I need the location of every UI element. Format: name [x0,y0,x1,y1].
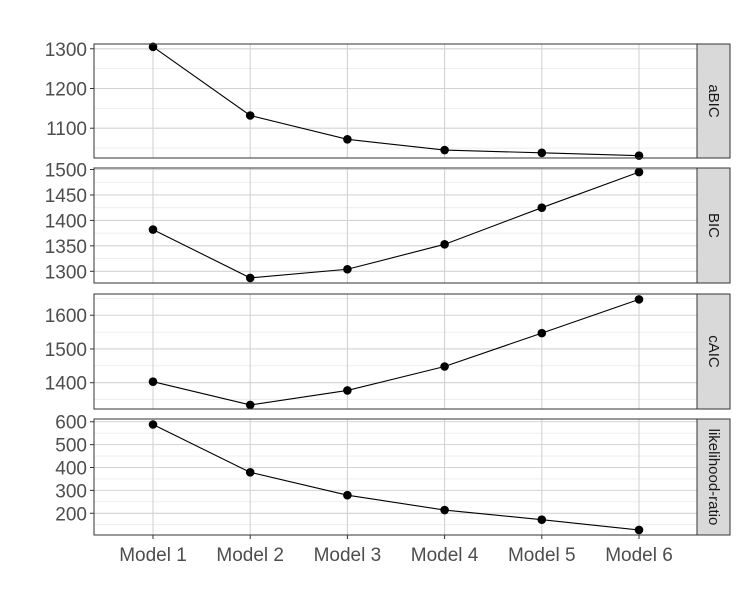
series-line-aBIC [152,46,640,157]
x-tick-label: Model 3 [314,545,382,566]
panel-background [94,419,697,535]
panel-background [94,294,697,409]
y-tick-label: 600 [55,413,87,434]
y-tick-label: 1300 [45,40,87,61]
y-tick-label: 1600 [45,306,87,327]
x-tick-label: Model 4 [411,545,479,566]
series-line-likelihood-ratio [152,423,640,531]
data-point [634,167,644,177]
x-tick-label: Model 1 [119,545,187,566]
x-tick-label: Model 2 [216,545,284,566]
data-point [343,386,352,395]
x-tick-label: Model 6 [605,545,673,566]
series-line-BIC [152,171,640,279]
facet-strip [696,418,731,536]
y-tick-label: 1400 [45,374,87,395]
panel-background [94,44,697,158]
data-point [245,400,255,410]
y-tick-label: 1200 [45,79,87,100]
facet-strip [696,167,731,284]
data-point [148,42,158,52]
y-tick-label: 1350 [45,237,87,258]
data-point [537,328,547,338]
facet-strip-label: likelihood-ratio [705,429,722,526]
data-point [148,420,158,429]
data-point [343,135,352,144]
data-point [634,151,644,160]
y-tick-label: 1450 [45,186,87,207]
data-point [343,490,352,500]
series-line-cAIC [152,298,640,406]
data-point [440,145,449,155]
y-tick-label: 1400 [45,211,87,232]
data-point [440,240,449,249]
x-tick-label: Model 5 [508,545,576,566]
y-tick-label: 500 [55,436,87,457]
data-point [343,264,352,274]
data-point [148,225,158,234]
y-tick-label: 1500 [45,340,87,361]
data-point [537,203,547,212]
y-tick-label: 400 [55,459,87,480]
panel-aBIC: 1100 1200 1300 aBIC [45,40,731,160]
data-point [634,525,644,535]
data-point [440,505,449,515]
facet-strip-label: aBIC [705,84,722,118]
facet-strip [696,293,731,410]
panel-background [94,168,697,283]
data-point [634,295,644,304]
data-point [537,148,547,158]
y-tick-label: 1500 [45,161,87,182]
data-point [245,273,255,283]
data-point [245,111,255,120]
data-point [440,362,449,371]
y-tick-label: 1300 [45,262,87,283]
facet-strip [696,43,731,159]
y-tick-label: 1100 [46,119,87,140]
facet-strip-label: BIC [705,213,722,238]
data-point [537,515,547,524]
y-tick-label: 300 [55,481,87,502]
data-point [245,468,255,477]
facet-strip-label: cAIC [705,335,722,368]
panel-BIC: 1300 1350 1400 1450 1500 BIC [45,161,731,284]
data-point [148,377,158,386]
y-tick-label: 200 [55,504,87,525]
panel-cAIC: 1400 1500 1600 cAIC [45,293,731,410]
